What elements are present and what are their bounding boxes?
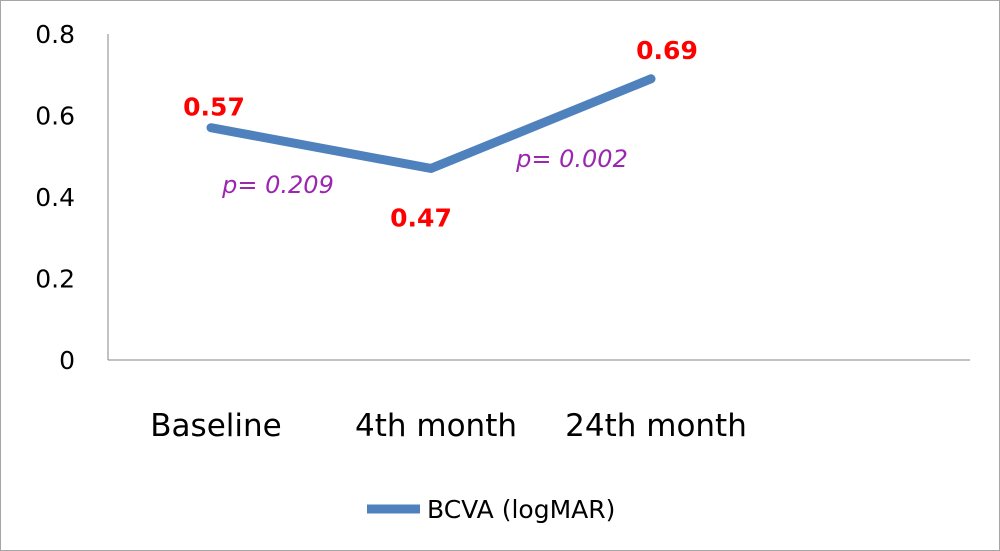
y-tick-label: 0.2 — [35, 265, 75, 294]
x-category-label: 24th month — [565, 408, 747, 444]
x-category-label: Baseline — [150, 408, 281, 444]
data-label: 0.47 — [390, 203, 452, 232]
data-labels: 0.57 0.47 0.69 — [183, 36, 698, 233]
annotations: p= 0.209 p= 0.002 — [221, 145, 628, 199]
legend: BCVA (logMAR) — [367, 495, 615, 524]
data-label: 0.57 — [183, 93, 245, 122]
y-tick-labels: 0 0.2 0.4 0.6 0.8 — [35, 20, 75, 375]
p-value-annotation: p= 0.209 — [221, 171, 334, 199]
y-tick-label: 0.8 — [35, 20, 75, 49]
series-group — [206, 74, 656, 173]
data-label: 0.69 — [636, 36, 698, 65]
y-tick-label: 0.4 — [35, 183, 75, 212]
legend-label: BCVA (logMAR) — [427, 495, 615, 524]
x-tick-labels: Baseline 4th month 24th month — [150, 408, 747, 444]
p-value-annotation: p= 0.002 — [515, 145, 628, 173]
y-tick-label: 0 — [59, 346, 75, 375]
x-category-label: 4th month — [355, 408, 517, 444]
y-tick-label: 0.6 — [35, 102, 75, 131]
